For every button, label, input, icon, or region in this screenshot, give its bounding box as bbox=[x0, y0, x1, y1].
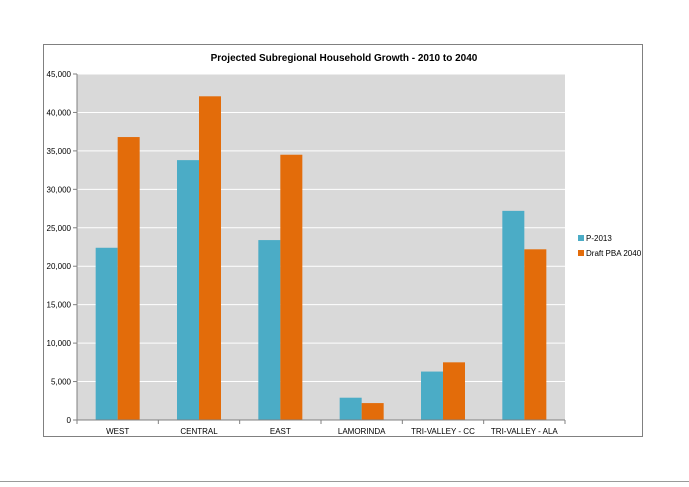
bar-draft-pba-2040-2 bbox=[280, 154, 303, 420]
legend-label: P-2013 bbox=[586, 234, 612, 243]
x-category-label: TRI-VALLEY - CC bbox=[411, 427, 475, 436]
legend-swatch bbox=[578, 235, 584, 241]
x-axis-categories: WEST CENTRAL EAST LAMORINDA TRI-VALLEY - CC T… bbox=[76, 420, 566, 436]
chart-svg: Projected Subregional Household Growth -… bbox=[47, 53, 642, 436]
y-tick-label: 5,000 bbox=[51, 378, 72, 387]
x-category-label: LAMORINDA bbox=[338, 427, 386, 436]
legend: P-2013 Draft PBA 2040 bbox=[578, 234, 642, 258]
y-tick-label: 10,000 bbox=[47, 339, 72, 348]
bar-p-2013-0 bbox=[95, 247, 118, 420]
bar-p-2013-4 bbox=[421, 371, 443, 420]
bar-p-2013-2 bbox=[258, 240, 281, 420]
bar-draft-pba-2040-4 bbox=[443, 362, 465, 420]
y-tick-label: 0 bbox=[67, 416, 72, 425]
y-tick-label: 35,000 bbox=[47, 147, 72, 156]
x-category-label: CENTRAL bbox=[180, 427, 218, 436]
gridlines bbox=[77, 73, 565, 383]
y-tick-label: 40,000 bbox=[47, 108, 72, 117]
bar-draft-pba-2040-1 bbox=[199, 96, 221, 420]
bar-draft-pba-2040-0 bbox=[117, 137, 140, 420]
bars bbox=[95, 96, 547, 421]
y-tick-label: 15,000 bbox=[47, 301, 72, 310]
x-category-label: TRI-VALLEY - ALA bbox=[491, 427, 559, 436]
page-divider bbox=[0, 481, 689, 482]
bar-draft-pba-2040-5 bbox=[524, 249, 547, 420]
y-tick-label: 25,000 bbox=[47, 224, 72, 233]
x-category-label: WEST bbox=[106, 427, 129, 436]
bar-p-2013-5 bbox=[502, 210, 525, 420]
bar-p-2013-3 bbox=[339, 397, 362, 420]
y-tick-label: 30,000 bbox=[47, 185, 72, 194]
y-axis-ticks: 0 5,000 10,000 15,000 20,000 25,000 30,000 35,0… bbox=[47, 70, 77, 425]
legend-label: Draft PBA 2040 bbox=[586, 249, 642, 258]
chart-title: Projected Subregional Household Growth -… bbox=[211, 53, 478, 64]
bar-draft-pba-2040-3 bbox=[361, 403, 384, 420]
y-tick-label: 20,000 bbox=[47, 262, 72, 271]
plot-area bbox=[77, 74, 565, 420]
chart-container: Projected Subregional Household Growth -… bbox=[43, 44, 643, 437]
bar-p-2013-1 bbox=[177, 160, 199, 421]
legend-swatch bbox=[578, 250, 584, 256]
x-category-label: EAST bbox=[270, 427, 291, 436]
y-tick-label: 45,000 bbox=[47, 70, 72, 79]
